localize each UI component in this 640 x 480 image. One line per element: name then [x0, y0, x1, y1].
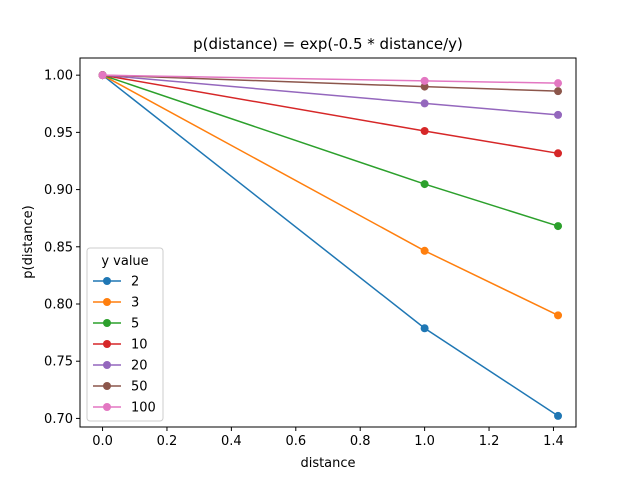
legend-label-10: 10 — [131, 338, 148, 353]
data-point-2-2 — [554, 411, 563, 420]
data-point-20-1 — [420, 99, 429, 108]
y-tick-label: 0.75 — [44, 355, 73, 370]
data-point-2-1 — [420, 324, 429, 333]
legend-marker-3 — [103, 298, 111, 306]
legend-marker-10 — [103, 340, 111, 348]
y-tick-label: 0.95 — [44, 126, 73, 141]
x-axis-label: distance — [300, 456, 355, 471]
x-tick-label: 0.0 — [92, 434, 113, 449]
x-tick-label: 1.0 — [414, 434, 435, 449]
legend-marker-50 — [103, 382, 111, 390]
legend-box — [86, 247, 164, 422]
legend-title: y value — [101, 254, 148, 269]
legend-label-3: 3 — [131, 296, 139, 311]
legend-label-100: 100 — [131, 401, 156, 416]
y-tick-label: 0.85 — [44, 240, 73, 255]
x-tick-label: 0.6 — [285, 434, 306, 449]
data-point-100-1 — [420, 76, 429, 85]
data-point-20-2 — [554, 110, 563, 119]
legend-label-20: 20 — [131, 359, 148, 374]
legend-marker-2 — [103, 277, 111, 285]
x-tick-label: 0.4 — [221, 434, 242, 449]
y-tick-label: 0.80 — [44, 298, 73, 313]
series-line-50 — [102, 74, 559, 92]
x-tick-label: 0.8 — [350, 434, 371, 449]
chart-title: p(distance) = exp(-0.5 * distance/y) — [193, 35, 463, 53]
legend: y value 2 3 5 10 20 50 100 — [86, 247, 164, 422]
series-line-2 — [102, 74, 559, 417]
data-point-10-1 — [420, 127, 429, 135]
x-tick-label: 1.4 — [543, 434, 564, 449]
legend-marker-20 — [103, 361, 111, 369]
x-tick-label: 1.2 — [479, 434, 500, 449]
series-line-10 — [102, 74, 559, 155]
data-point-3-1 — [420, 246, 429, 255]
series-line-100 — [102, 74, 559, 84]
data-point-100-2 — [554, 79, 563, 88]
data-point-5-1 — [420, 180, 429, 189]
legend-marker-5 — [103, 319, 111, 327]
x-axis: 0.0 0.2 0.4 0.6 0.8 1.0 1.2 1.4 — [92, 427, 564, 449]
data-point-10-2 — [554, 149, 563, 158]
y-axis: 0.70 0.75 0.80 0.85 0.90 0.95 1.00 — [44, 69, 80, 427]
y-tick-label: 0.70 — [44, 412, 73, 427]
y-tick-label: 1.00 — [44, 69, 73, 84]
series-line-20 — [102, 74, 559, 116]
legend-label-50: 50 — [131, 380, 148, 395]
legend-marker-100 — [103, 403, 111, 411]
data-point-5-2 — [554, 222, 563, 231]
data-point-50-2 — [554, 87, 563, 96]
data-point-100-0 — [98, 71, 107, 80]
y-axis-label: p(distance) — [21, 205, 36, 278]
series-line-5 — [102, 74, 559, 227]
y-tick-label: 0.90 — [44, 183, 73, 198]
legend-label-5: 5 — [131, 317, 139, 332]
x-tick-label: 0.2 — [157, 434, 178, 449]
legend-label-2: 2 — [131, 275, 139, 290]
data-point-50-1 — [420, 82, 429, 91]
series-line-3 — [102, 74, 559, 317]
plot-frame — [79, 57, 577, 428]
data-point-3-2 — [554, 311, 563, 320]
plot-area — [98, 71, 563, 420]
